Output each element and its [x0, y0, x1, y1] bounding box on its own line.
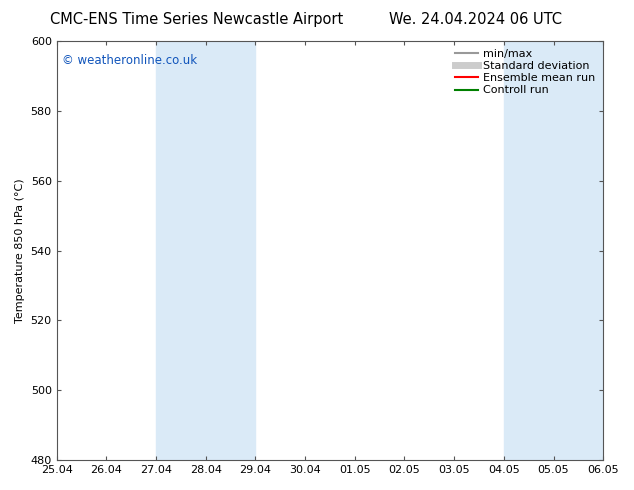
Y-axis label: Temperature 850 hPa (°C): Temperature 850 hPa (°C) — [15, 178, 25, 323]
Text: © weatheronline.co.uk: © weatheronline.co.uk — [62, 53, 197, 67]
Text: We. 24.04.2024 06 UTC: We. 24.04.2024 06 UTC — [389, 12, 562, 27]
Bar — [156, 41, 256, 460]
Legend: min/max, Standard deviation, Ensemble mean run, Controll run: min/max, Standard deviation, Ensemble me… — [451, 45, 600, 100]
Text: CMC-ENS Time Series Newcastle Airport: CMC-ENS Time Series Newcastle Airport — [50, 12, 343, 27]
Bar — [504, 41, 603, 460]
